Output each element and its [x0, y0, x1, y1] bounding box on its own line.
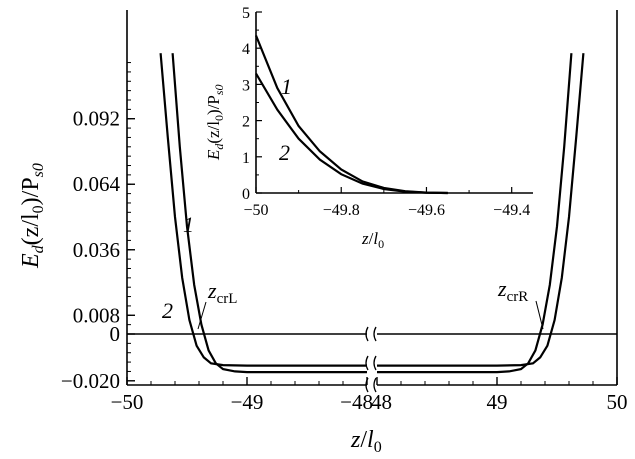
- main-y-tick-label: 0: [110, 322, 121, 346]
- inset-y-tick-label: 5: [242, 5, 250, 22]
- axis-break-right-2: [373, 377, 377, 393]
- main-x-axis-label: z/l0: [350, 427, 382, 456]
- axis-break-left-1: [365, 355, 369, 371]
- axis-break-right-0: [373, 326, 377, 342]
- main-y-tick-label: 0.092: [73, 107, 120, 131]
- main-series-1-right: [377, 53, 585, 367]
- inset-y-tick-label: 2: [242, 114, 250, 131]
- inset-curve-1-label: 1: [281, 74, 292, 99]
- main-x-tick-label: 50: [607, 390, 628, 414]
- zcrL-pointer: [197, 301, 207, 330]
- main-x-tick-label: −50: [111, 390, 144, 414]
- inset-y-axis-label: Ed(z/l0)/Ps0: [204, 84, 226, 161]
- main-y-tick-label: 0.036: [73, 238, 120, 262]
- inset-curve-2-label: 2: [279, 140, 290, 165]
- main-curve-1-label: 1: [183, 212, 194, 237]
- zcrL-label: zcrL: [207, 278, 237, 307]
- main-series-1-left: [159, 53, 367, 367]
- main-x-tick-label: −48: [340, 390, 373, 414]
- main-series-2-right: [377, 53, 573, 374]
- zcrR-label: zcrR: [497, 276, 528, 305]
- inset-y-tick-label: 3: [242, 77, 250, 94]
- zcrR-pointer: [535, 300, 544, 330]
- main-series-2-left: [171, 53, 367, 374]
- main-y-tick-label: 0.064: [73, 172, 121, 196]
- axis-break-left-0: [365, 326, 369, 342]
- inset-x-tick-label: −49.4: [493, 202, 530, 219]
- inset-chart: 0 1 2 3 4 5 −50 −49.8 −49.6 −49.4: [242, 4, 541, 233]
- inset-y-tick-label: 0: [242, 186, 250, 203]
- main-y-tick-label: 0.008: [73, 303, 120, 327]
- main-y-tick-label: −0.020: [61, 369, 120, 393]
- main-x-tick-label: 49: [487, 390, 508, 414]
- main-curve-2-label: 2: [162, 298, 173, 323]
- inset-x-tick-label: −49.8: [323, 202, 360, 219]
- inset-series-2: [255, 72, 448, 195]
- main-y-axis-label: Ed(z/l0)/Ps0: [18, 163, 47, 269]
- inset-x-tick-label: −50: [243, 202, 268, 219]
- inset-x-tick-label: −49.6: [408, 202, 445, 219]
- inset-background: [250, 4, 541, 233]
- inset-y-tick-label: 4: [242, 41, 250, 58]
- inset-x-axis-label: z/l0: [361, 229, 384, 251]
- axis-break-right-1: [373, 355, 377, 371]
- main-x-tick-label: −49: [231, 390, 264, 414]
- inset-y-tick-label: 1: [242, 150, 250, 167]
- main-x-tick-label: 48: [371, 390, 392, 414]
